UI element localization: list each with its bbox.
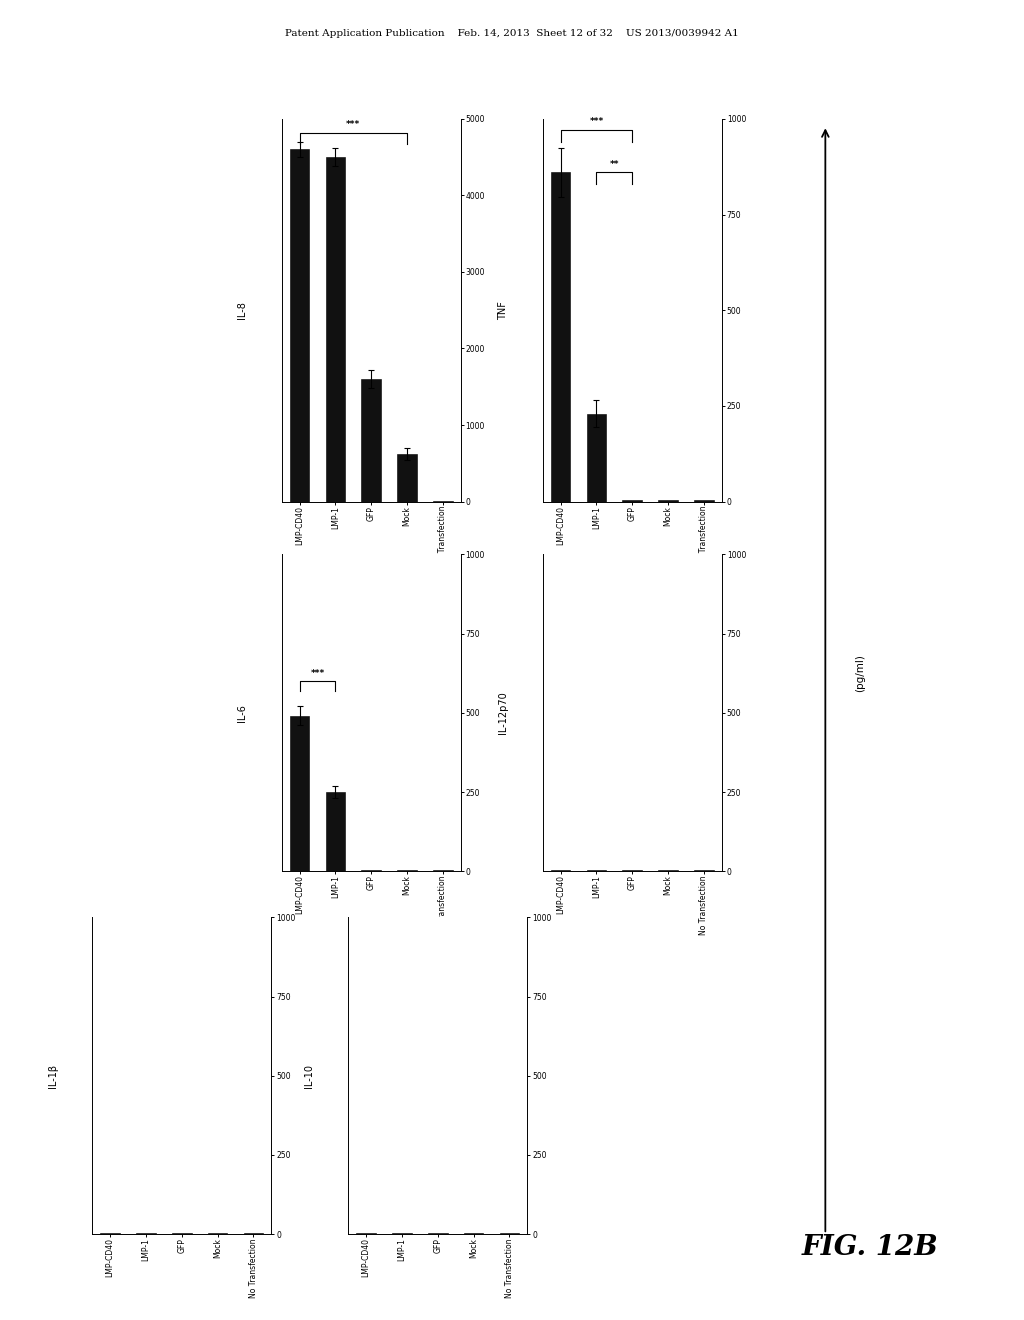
Bar xyxy=(587,870,606,871)
Bar xyxy=(464,1233,483,1234)
Text: IL-12p70: IL-12p70 xyxy=(499,692,508,734)
Bar xyxy=(397,870,417,871)
Bar xyxy=(694,500,714,502)
Bar xyxy=(326,792,345,871)
Text: ***: *** xyxy=(310,669,325,678)
Bar xyxy=(587,413,606,502)
Text: ***: *** xyxy=(590,117,603,127)
Bar xyxy=(290,149,309,502)
Bar xyxy=(500,1233,519,1234)
Bar xyxy=(551,173,570,502)
Bar xyxy=(428,1233,447,1234)
Text: IL-10: IL-10 xyxy=(304,1064,313,1088)
Text: IL-8: IL-8 xyxy=(238,301,247,319)
Bar xyxy=(172,1233,191,1234)
Bar xyxy=(623,500,642,502)
Text: Patent Application Publication    Feb. 14, 2013  Sheet 12 of 32    US 2013/00399: Patent Application Publication Feb. 14, … xyxy=(285,29,739,38)
Bar xyxy=(290,715,309,871)
Bar xyxy=(392,1233,412,1234)
Bar xyxy=(397,454,417,502)
Bar xyxy=(658,500,678,502)
Text: **: ** xyxy=(609,160,620,169)
Bar xyxy=(433,870,453,871)
Bar xyxy=(361,870,381,871)
Bar xyxy=(208,1233,227,1234)
Bar xyxy=(658,870,678,871)
Bar xyxy=(100,1233,120,1234)
Bar xyxy=(244,1233,263,1234)
Text: IL-6: IL-6 xyxy=(238,704,247,722)
Bar xyxy=(136,1233,156,1234)
Text: (pg/ml): (pg/ml) xyxy=(855,655,865,692)
Bar xyxy=(361,379,381,502)
Bar xyxy=(623,870,642,871)
Bar xyxy=(356,1233,376,1234)
Text: IL-1β: IL-1β xyxy=(48,1064,57,1088)
Text: FIG. 12B: FIG. 12B xyxy=(802,1234,939,1261)
Text: TNF: TNF xyxy=(499,301,508,319)
Bar xyxy=(694,870,714,871)
Bar xyxy=(551,870,570,871)
Bar xyxy=(326,157,345,502)
Text: ***: *** xyxy=(346,120,360,129)
